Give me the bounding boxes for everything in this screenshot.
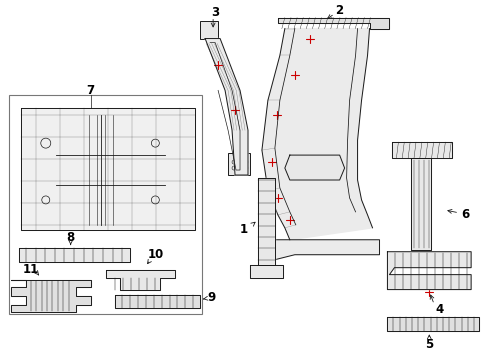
Bar bbox=[227, 153, 249, 175]
Polygon shape bbox=[386, 252, 470, 289]
Text: 10: 10 bbox=[147, 248, 163, 261]
Text: 4: 4 bbox=[434, 303, 443, 316]
Polygon shape bbox=[205, 39, 247, 175]
Polygon shape bbox=[285, 155, 344, 180]
Polygon shape bbox=[11, 280, 90, 312]
Text: 1: 1 bbox=[240, 223, 247, 236]
Bar bbox=[9, 95, 202, 315]
Text: 7: 7 bbox=[86, 84, 95, 97]
Text: 5: 5 bbox=[424, 338, 432, 351]
Polygon shape bbox=[262, 28, 372, 240]
Polygon shape bbox=[19, 248, 130, 262]
Polygon shape bbox=[115, 294, 200, 307]
Polygon shape bbox=[258, 178, 274, 265]
Text: 6: 6 bbox=[460, 208, 468, 221]
Text: 8: 8 bbox=[66, 231, 75, 244]
Text: 3: 3 bbox=[211, 6, 219, 19]
Polygon shape bbox=[262, 240, 379, 260]
Polygon shape bbox=[249, 265, 282, 278]
Polygon shape bbox=[386, 318, 478, 332]
Polygon shape bbox=[105, 270, 175, 289]
Bar bbox=[200, 21, 218, 39]
Polygon shape bbox=[277, 18, 388, 28]
Polygon shape bbox=[410, 158, 430, 250]
Polygon shape bbox=[21, 108, 195, 230]
Text: 9: 9 bbox=[207, 291, 215, 304]
Text: 2: 2 bbox=[335, 4, 343, 17]
Polygon shape bbox=[392, 142, 451, 158]
Text: 11: 11 bbox=[22, 263, 39, 276]
